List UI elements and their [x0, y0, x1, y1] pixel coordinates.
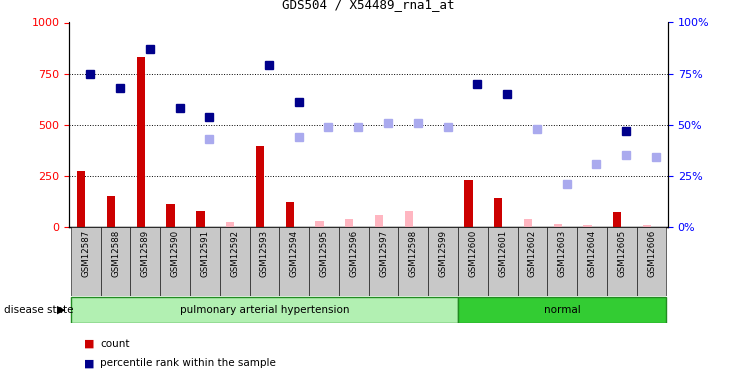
Text: GSM12597: GSM12597 [379, 230, 388, 277]
Text: GSM12592: GSM12592 [230, 230, 239, 277]
Bar [458, 297, 666, 323]
Text: GSM12590: GSM12590 [171, 230, 180, 277]
Bar [160, 227, 190, 296]
Text: GSM12595: GSM12595 [320, 230, 328, 277]
Text: GSM12602: GSM12602 [528, 230, 537, 277]
Bar [643, 225, 651, 227]
Bar [404, 210, 413, 227]
Text: GSM12598: GSM12598 [409, 230, 418, 277]
Bar [399, 227, 429, 296]
Bar [553, 224, 562, 227]
Text: GDS504 / X54489_rna1_at: GDS504 / X54489_rna1_at [283, 0, 455, 11]
Bar [458, 227, 488, 296]
Bar [255, 146, 264, 227]
Bar [339, 227, 369, 296]
Bar [226, 222, 234, 227]
Bar [250, 227, 280, 296]
Bar [375, 214, 383, 227]
Text: disease state: disease state [4, 305, 73, 315]
Text: GSM12594: GSM12594 [290, 230, 299, 277]
Text: GSM12587: GSM12587 [81, 230, 91, 277]
Text: GSM12588: GSM12588 [111, 230, 120, 277]
Bar [196, 210, 204, 227]
Text: GSM12589: GSM12589 [141, 230, 150, 277]
Text: GSM12599: GSM12599 [439, 230, 447, 277]
Bar [107, 196, 115, 227]
Text: normal: normal [544, 305, 580, 315]
Text: ■: ■ [84, 339, 94, 349]
Bar [637, 227, 666, 296]
Bar [280, 227, 309, 296]
Bar [548, 227, 577, 296]
Bar [494, 198, 502, 227]
Text: GSM12601: GSM12601 [498, 230, 507, 277]
Text: GSM12593: GSM12593 [260, 230, 269, 277]
Text: GSM12606: GSM12606 [647, 230, 656, 277]
Text: GSM12604: GSM12604 [588, 230, 596, 277]
Bar [71, 227, 101, 296]
Bar [488, 227, 518, 296]
Bar [131, 227, 160, 296]
Bar [190, 227, 220, 296]
Bar [137, 57, 145, 227]
Text: GSM12596: GSM12596 [349, 230, 358, 277]
Text: percentile rank within the sample: percentile rank within the sample [100, 358, 276, 368]
Text: count: count [100, 339, 129, 349]
Bar [464, 180, 472, 227]
Bar [369, 227, 399, 296]
Bar [101, 227, 131, 296]
Text: GSM12591: GSM12591 [200, 230, 210, 277]
Bar [345, 219, 353, 227]
Bar [518, 227, 548, 296]
Text: pulmonary arterial hypertension: pulmonary arterial hypertension [180, 305, 349, 315]
Bar [71, 297, 458, 323]
Text: GSM12605: GSM12605 [618, 230, 626, 277]
Text: ▶: ▶ [57, 305, 66, 315]
Bar [524, 219, 532, 227]
Text: GSM12600: GSM12600 [469, 230, 477, 277]
Bar [220, 227, 250, 296]
Bar [607, 227, 637, 296]
Bar [583, 225, 592, 227]
Bar [166, 204, 174, 227]
Bar [309, 227, 339, 296]
Bar [429, 227, 458, 296]
Bar [577, 227, 607, 296]
Bar [315, 221, 323, 227]
Bar [77, 171, 85, 227]
Bar [613, 211, 621, 227]
Text: GSM12603: GSM12603 [558, 230, 566, 277]
Bar [285, 202, 294, 227]
Text: ■: ■ [84, 358, 94, 368]
